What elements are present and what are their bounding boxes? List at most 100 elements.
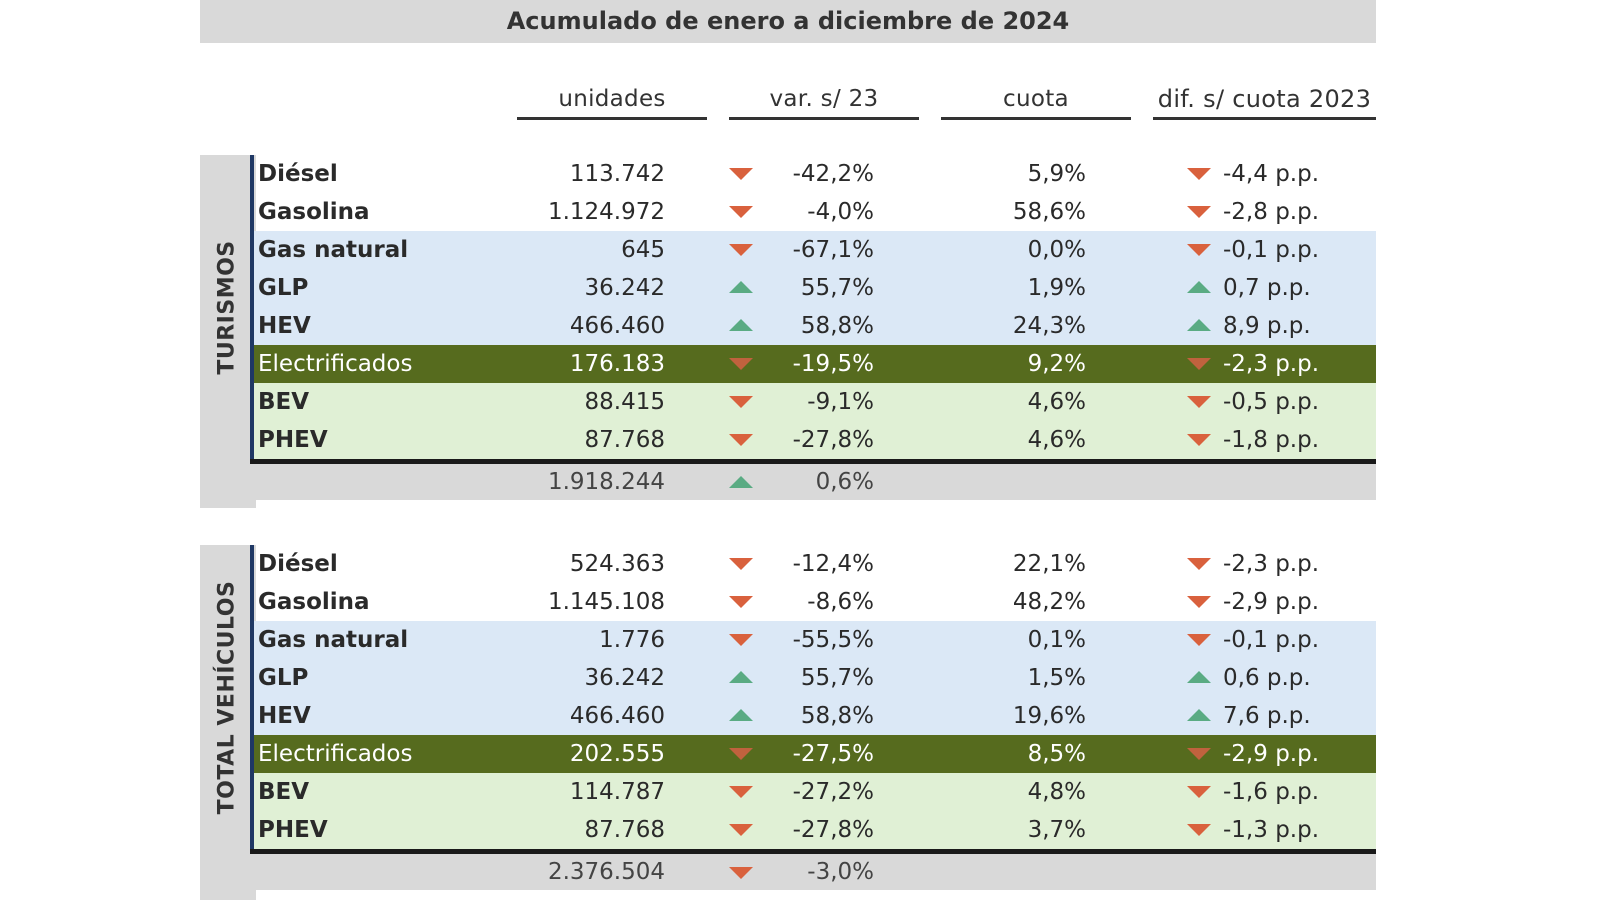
down-arrow-icon <box>729 358 753 370</box>
fuel-type-label: BEV <box>258 779 310 805</box>
table-row: Electrificados 202.555 -27,5% 8,5% -2,9 p.p. <box>254 735 1376 773</box>
dif-cuota-value: -2,8 p.p. <box>1223 199 1320 225</box>
down-arrow-icon <box>729 244 753 256</box>
down-arrow-icon <box>729 824 753 836</box>
var-value: 55,7% <box>800 275 874 301</box>
dif-trend <box>1187 621 1213 659</box>
down-arrow-icon <box>1187 358 1211 370</box>
units-value: 524.363 <box>569 551 665 577</box>
var-trend <box>729 545 755 583</box>
cuota-value: 0,1% <box>1027 627 1086 653</box>
var-trend <box>729 345 755 383</box>
column-header-unidades: unidades <box>517 84 707 120</box>
fuel-type-label: Gasolina <box>258 199 370 225</box>
total-var-value: 0,6% <box>815 469 874 495</box>
table-row: BEV 114.787 -27,2% 4,8% -1,6 p.p. <box>254 773 1376 811</box>
down-arrow-icon <box>1187 244 1211 256</box>
var-value: -27,2% <box>792 779 874 805</box>
dif-cuota-value: -2,9 p.p. <box>1223 741 1320 767</box>
down-arrow-icon <box>729 396 753 408</box>
down-arrow-icon <box>1187 396 1211 408</box>
dif-cuota-value: 0,6 p.p. <box>1223 665 1311 691</box>
units-value: 1.145.108 <box>547 589 665 615</box>
cuota-value: 5,9% <box>1027 161 1086 187</box>
var-value: 58,8% <box>800 313 874 339</box>
section-side-band <box>200 155 256 508</box>
down-arrow-icon <box>729 558 753 570</box>
fuel-type-label: BEV <box>258 389 310 415</box>
dif-cuota-value: -0,5 p.p. <box>1223 389 1320 415</box>
section-label: TOTAL VEHÍCULOS <box>214 580 240 814</box>
down-arrow-icon <box>1187 748 1211 760</box>
table-row: Gas natural 1.776 -55,5% 0,1% -0,1 p.p. <box>254 621 1376 659</box>
fuel-type-label: Diésel <box>258 551 338 577</box>
var-value: -42,2% <box>792 161 874 187</box>
down-arrow-icon <box>729 434 753 446</box>
var-value: -12,4% <box>792 551 874 577</box>
fuel-type-label: Gas natural <box>258 237 409 263</box>
dif-trend <box>1187 583 1213 621</box>
section-bottom-rule <box>250 459 1376 464</box>
dif-cuota-value: -0,1 p.p. <box>1223 237 1320 263</box>
down-arrow-icon <box>1187 596 1211 608</box>
cuota-value: 1,9% <box>1027 275 1086 301</box>
cuota-value: 1,5% <box>1027 665 1086 691</box>
fuel-type-label: PHEV <box>258 817 328 843</box>
down-arrow-icon <box>1187 824 1211 836</box>
total-var-value: -3,0% <box>807 859 874 885</box>
up-arrow-icon <box>729 319 753 331</box>
fuel-type-label: Gas natural <box>258 627 409 653</box>
fuel-type-label: PHEV <box>258 427 328 453</box>
down-arrow-icon <box>1187 634 1211 646</box>
dif-trend <box>1187 231 1213 269</box>
table-row: HEV 466.460 58,8% 19,6% 7,6 p.p. <box>254 697 1376 735</box>
column-header-dif-cuota: dif. s/ cuota 2023 <box>1153 84 1376 120</box>
units-value: 87.768 <box>584 817 665 843</box>
dif-trend <box>1187 659 1213 697</box>
up-arrow-icon <box>729 709 753 721</box>
var-value: -4,0% <box>807 199 874 225</box>
units-value: 466.460 <box>569 703 665 729</box>
var-trend <box>729 659 755 697</box>
table-row: BEV 88.415 -9,1% 4,6% -0,5 p.p. <box>254 383 1376 421</box>
table-title: Acumulado de enero a diciembre de 2024 <box>200 0 1376 43</box>
dif-trend <box>1187 193 1213 231</box>
down-arrow-icon <box>1187 434 1211 446</box>
units-value: 36.242 <box>584 275 665 301</box>
dif-trend <box>1187 269 1213 307</box>
table-row: Diésel 113.742 -42,2% 5,9% -4,4 p.p. <box>254 155 1376 193</box>
var-value: -19,5% <box>792 351 874 377</box>
units-value: 1.776 <box>599 627 665 653</box>
dif-cuota-value: -2,9 p.p. <box>1223 589 1320 615</box>
up-arrow-icon <box>1187 281 1211 293</box>
total-units-value: 1.918.244 <box>547 469 665 495</box>
dif-cuota-value: 0,7 p.p. <box>1223 275 1311 301</box>
var-trend <box>729 383 755 421</box>
section-label: TURISMOS <box>214 239 240 375</box>
table-row: Electrificados 176.183 -19,5% 9,2% -2,3 p.p. <box>254 345 1376 383</box>
dif-trend <box>1187 421 1213 459</box>
cuota-value: 24,3% <box>1012 313 1086 339</box>
cuota-value: 19,6% <box>1012 703 1086 729</box>
var-trend <box>729 193 755 231</box>
down-arrow-icon <box>729 596 753 608</box>
dif-trend <box>1187 735 1213 773</box>
dif-trend <box>1187 545 1213 583</box>
cuota-value: 22,1% <box>1012 551 1086 577</box>
down-arrow-icon <box>1187 206 1211 218</box>
cuota-value: 0,0% <box>1027 237 1086 263</box>
table-row: Gas natural 645 -67,1% 0,0% -0,1 p.p. <box>254 231 1376 269</box>
up-arrow-icon <box>1187 709 1211 721</box>
fuel-type-label: GLP <box>258 665 309 691</box>
dif-trend <box>1187 697 1213 735</box>
dif-cuota-value: -2,3 p.p. <box>1223 551 1320 577</box>
var-trend <box>729 231 755 269</box>
up-arrow-icon <box>1187 319 1211 331</box>
units-value: 114.787 <box>569 779 665 805</box>
dif-cuota-value: -2,3 p.p. <box>1223 351 1320 377</box>
section-turismos: TURISMOS Diésel 113.742 -42,2% 5,9% -4,4 p.p.… <box>200 155 1376 508</box>
total-row-band <box>200 854 1376 890</box>
column-header-var: var. s/ 23 <box>729 84 919 120</box>
table-row: Gasolina 1.124.972 -4,0% 58,6% -2,8 p.p. <box>254 193 1376 231</box>
fuel-type-label: Electrificados <box>258 351 413 377</box>
